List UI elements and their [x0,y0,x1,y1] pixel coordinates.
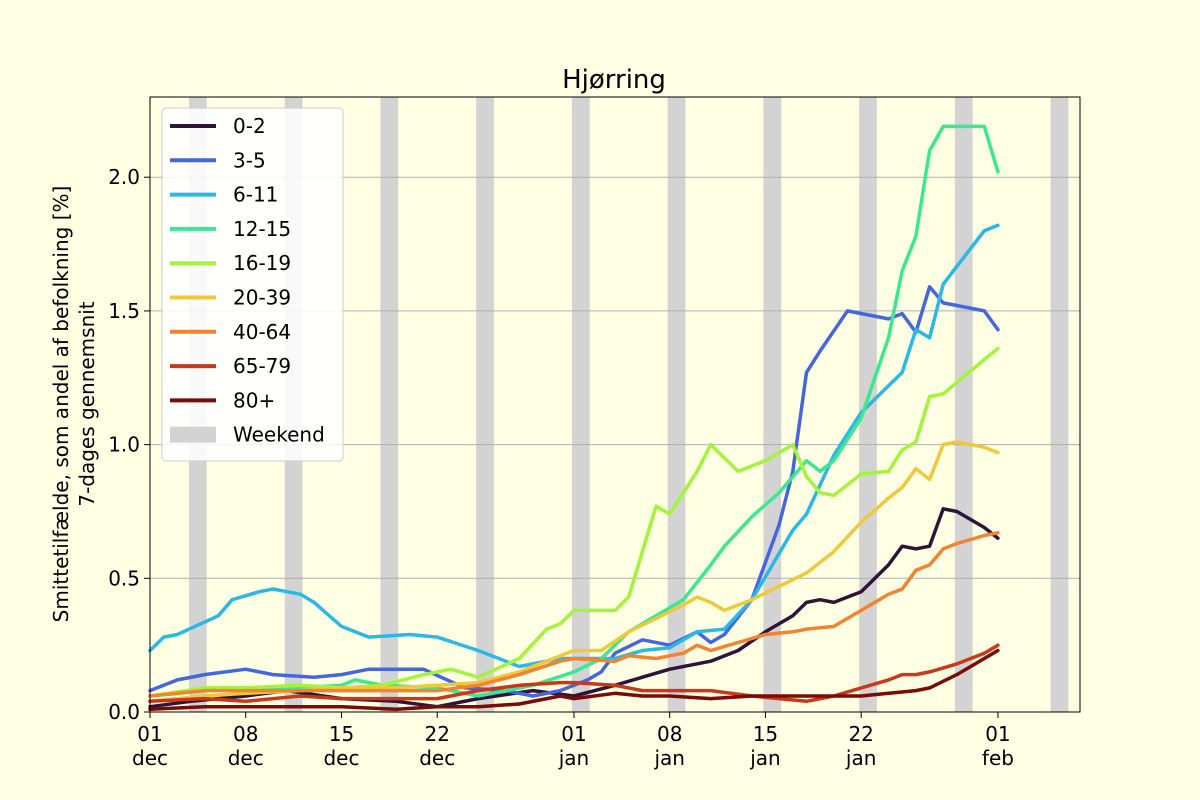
x-tick-month-label: jan [558,746,590,770]
legend-label: 3-5 [233,148,266,172]
series-line-16-19 [148,346,1000,698]
x-tick-month-label: dec [323,746,359,770]
series-line-20-39 [148,440,1000,704]
series-line-0-2 [148,507,1000,709]
y-tick-label: 2.0 [108,165,140,189]
x-tick-month-label: dec [132,746,168,770]
series-line-12-15 [148,124,1000,698]
series-line-40-64 [148,531,1000,698]
legend-label: 0-2 [233,114,266,138]
weekend-band [667,97,686,712]
x-tick-day-label: 22 [424,722,449,746]
x-tick-month-label: jan [653,746,685,770]
weekend-band [476,97,494,712]
x-tick-month-label: dec [228,746,264,770]
series-line-65-79 [148,643,1000,704]
legend-swatch-weekend [170,426,216,443]
x-tick-day-label: 01 [985,722,1010,746]
y-tick-label: 0.0 [108,700,140,724]
legend-label: 16-19 [233,251,291,275]
y-axis-label-line-1: Smittetilfælde, som andel af befolkning … [49,186,73,623]
legend: 0-2 3-5 6-11 12-15 16-19 20-39 40-64 65-79 80+ We… [161,107,344,462]
weekend-band [763,97,782,712]
x-tick-day-label: 01 [137,722,162,746]
x-axis-ticks: 01dec08dec15dec22dec01jan08jan15jan22jan… [132,712,1014,770]
legend-label: 6-11 [233,183,278,207]
x-tick-day-label: 01 [561,722,586,746]
weekend-band [954,97,973,712]
legend-label: 40-64 [233,320,291,344]
x-tick-day-label: 08 [233,722,258,746]
plot-frame [149,96,1081,713]
y-tick-label: 1.0 [108,433,140,457]
y-axis-ticks: 0.0 0.5 1.0 1.5 2.0 [108,165,150,724]
series-line-80+ [148,648,1000,712]
y-tick-label: 1.5 [108,299,140,323]
x-tick-day-label: 15 [329,722,354,746]
x-tick-month-label: feb [982,746,1014,770]
chart-title: Hjørring [562,65,666,95]
x-tick-month-label: jan [749,746,781,770]
series-lines [148,124,1000,712]
y-axis-label-line-2: 7-dages gennemsnit [75,301,99,506]
weekend-band [571,97,590,712]
legend-label: 80+ [233,388,275,412]
weekend-band [380,97,399,712]
legend-label: 20-39 [233,286,291,310]
legend-label: 12-15 [233,217,291,241]
legend-label-weekend: Weekend [233,423,325,447]
x-tick-day-label: 15 [753,722,778,746]
y-tick-label: 0.5 [108,566,140,590]
weekend-band [1050,97,1069,712]
legend-label: 65-79 [233,354,291,378]
x-tick-day-label: 08 [657,722,682,746]
x-tick-month-label: dec [419,746,455,770]
series-line-3-5 [148,285,1000,698]
y-axis-label: Smittetilfælde, som andel af befolkning … [49,186,99,623]
x-tick-month-label: jan [845,746,877,770]
x-tick-day-label: 22 [848,722,873,746]
